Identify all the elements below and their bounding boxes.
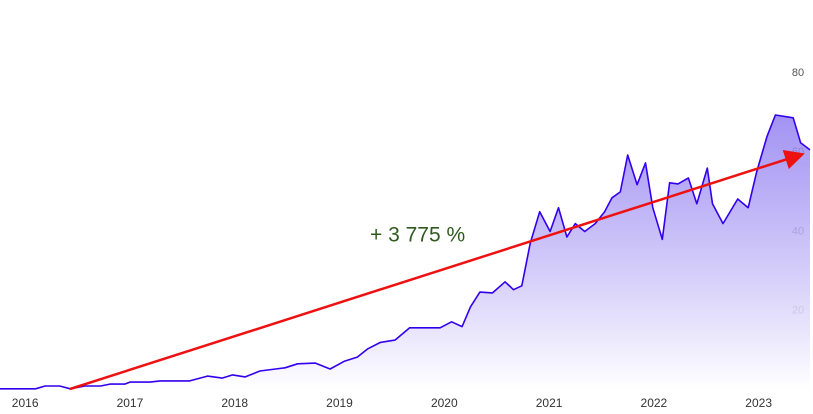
x-tick-label: 2021 xyxy=(536,396,563,410)
x-tick-label: 2023 xyxy=(745,396,772,410)
x-tick-label: 2018 xyxy=(221,396,248,410)
x-tick-label: 2020 xyxy=(431,396,458,410)
area xyxy=(0,115,810,390)
y-tick-label: 80 xyxy=(792,67,804,79)
line xyxy=(0,114,811,390)
plot: 2040608020162017201820192020202120222023 xyxy=(0,67,811,410)
trend-arrow xyxy=(69,150,805,391)
x-tick-label: 2016 xyxy=(12,396,39,410)
x-tick-label: 2019 xyxy=(326,396,353,410)
x-tick-label: 2017 xyxy=(117,396,144,410)
x-tick-label: 2022 xyxy=(641,396,668,410)
annotation: + 3 775 % xyxy=(370,224,465,247)
